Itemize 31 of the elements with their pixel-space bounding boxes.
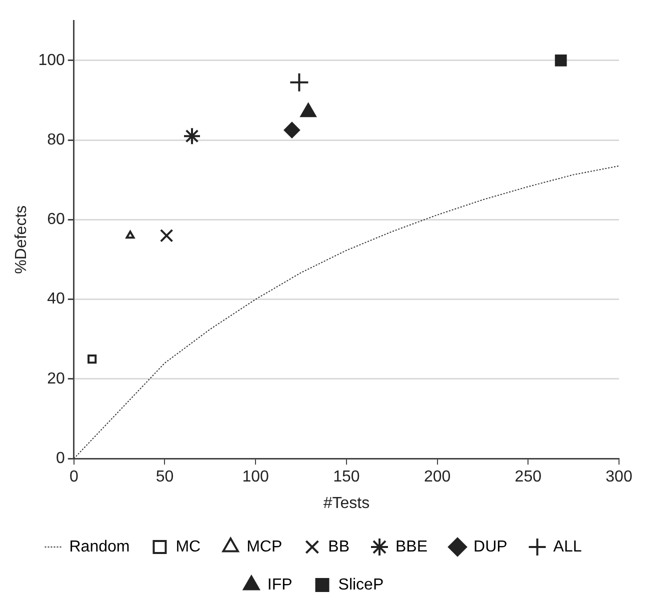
x-axis-title: #Tests — [323, 494, 370, 512]
legend-label: MC — [176, 538, 201, 556]
point — [284, 122, 300, 138]
x-tick-label: 150 — [333, 468, 360, 486]
legend-label: IFP — [267, 576, 292, 594]
point — [160, 228, 174, 242]
x-tick-label: 100 — [242, 468, 270, 486]
y-tick-label: 80 — [47, 131, 65, 148]
y-tick-label: 40 — [47, 290, 65, 308]
point — [183, 127, 201, 146]
x-tick-label: 0 — [69, 468, 78, 486]
y-tick-label: 100 — [38, 52, 65, 69]
legend-label: SliceP — [338, 576, 384, 594]
legend-label: BB — [328, 538, 350, 556]
point — [126, 230, 135, 239]
legend-label: DUP — [474, 538, 508, 556]
y-axis-title: %Defects — [13, 205, 30, 274]
x-tick-label: 200 — [424, 468, 451, 486]
legend-label: ALL — [553, 538, 582, 556]
legend-label: BBE — [395, 538, 428, 556]
point — [554, 54, 567, 66]
x-tick-label: 300 — [606, 468, 632, 486]
legend-label: MCP — [246, 538, 282, 556]
point — [88, 354, 97, 364]
point — [289, 72, 310, 92]
y-tick-label: 60 — [47, 211, 65, 228]
x-tick-label: 250 — [514, 468, 542, 486]
y-tick-label: 20 — [47, 370, 65, 388]
x-tick-label: 50 — [156, 468, 174, 486]
y-tick-label: 0 — [56, 450, 65, 468]
legend-label: Random — [69, 538, 130, 556]
